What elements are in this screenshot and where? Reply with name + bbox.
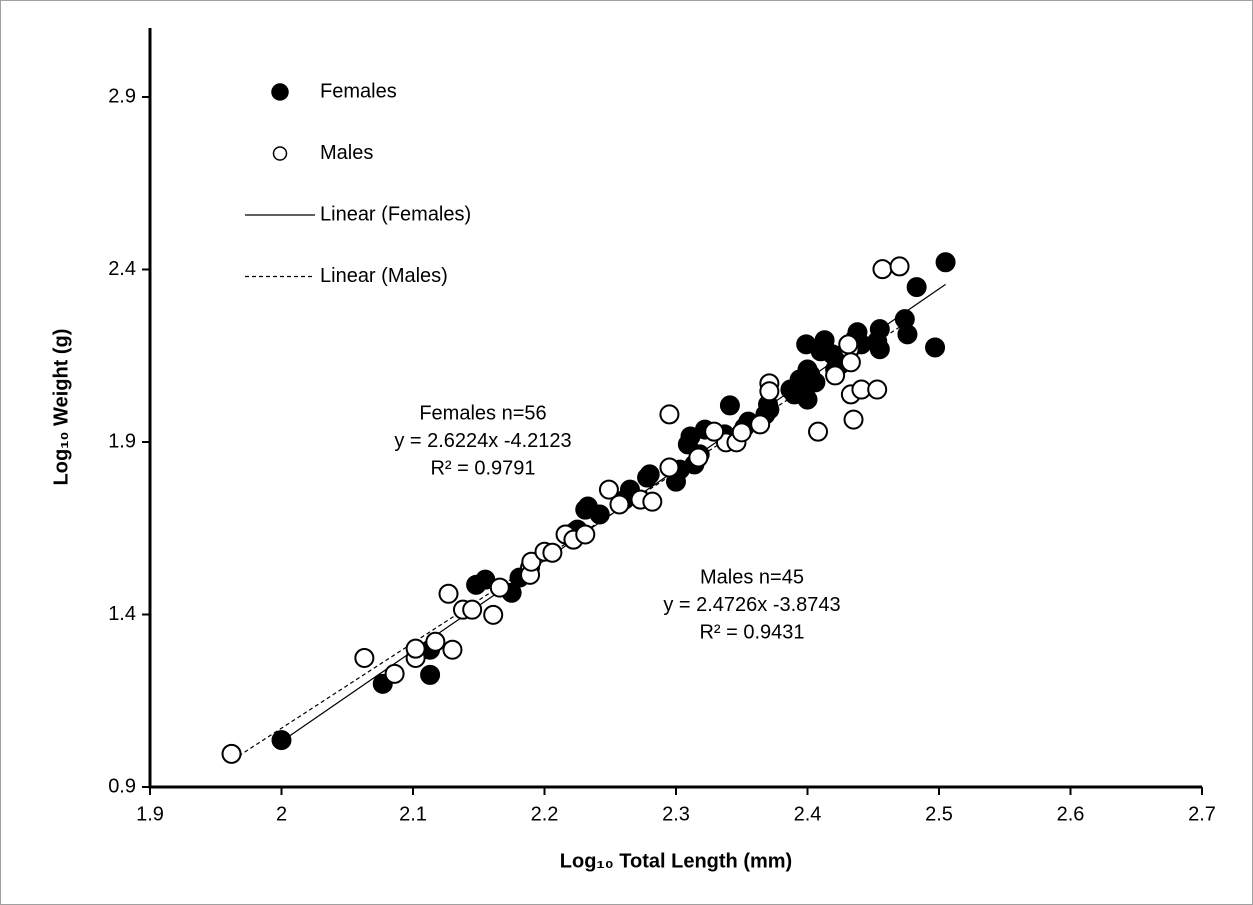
- legend-label: Linear (Females): [320, 203, 471, 225]
- legend-label: Females: [320, 80, 397, 102]
- scatter-point: [688, 447, 709, 468]
- scatter-point: [872, 259, 893, 280]
- scatter-point: [704, 421, 725, 442]
- scatter-point: [935, 252, 956, 273]
- scatter-point: [598, 479, 619, 500]
- annotation: R² = 0.9791: [430, 457, 535, 479]
- annotation: y = 2.4726x -3.8743: [663, 594, 840, 616]
- scatter-point: [659, 457, 680, 478]
- scatter-point: [889, 256, 910, 277]
- scatter-point: [420, 664, 441, 685]
- scatter-point: [869, 319, 890, 340]
- scatter-point: [808, 421, 829, 442]
- scatter-point: [589, 504, 610, 525]
- scatter-point: [840, 352, 861, 373]
- y-tick-label: 2.9: [108, 85, 136, 107]
- annotation: Males n=45: [700, 566, 804, 588]
- scatter-point: [843, 409, 864, 430]
- scatter-point: [521, 551, 542, 572]
- scatter-point: [405, 638, 426, 659]
- y-tick-label: 2.4: [108, 258, 136, 280]
- scatter-point: [719, 395, 740, 416]
- scatter-point: [906, 277, 927, 298]
- scatter-point: [642, 491, 663, 512]
- x-tick-label: 2.4: [794, 803, 822, 825]
- scatter-point: [438, 583, 459, 604]
- y-tick-label: 0.9: [108, 775, 136, 797]
- scatter-point: [542, 542, 563, 563]
- scatter-point: [750, 414, 771, 435]
- legend-label: Linear (Males): [320, 265, 448, 287]
- scatter-point: [825, 365, 846, 386]
- scatter-point: [731, 422, 752, 443]
- scatter-point: [462, 599, 483, 620]
- scatter-point: [483, 604, 504, 625]
- annotation: y = 2.6224x -4.2123: [394, 430, 571, 452]
- legend-swatch: [272, 146, 288, 161]
- scatter-point: [869, 339, 890, 360]
- x-tick-label: 2: [276, 803, 287, 825]
- scatter-point: [810, 341, 831, 362]
- scatter-point: [425, 631, 446, 652]
- scatter-point: [221, 743, 242, 764]
- x-tick-label: 2.6: [1057, 803, 1085, 825]
- scatter-point: [639, 464, 660, 485]
- scatter-point: [925, 337, 946, 358]
- scatter-point: [609, 494, 630, 515]
- x-tick-label: 2.3: [662, 803, 690, 825]
- scatter-point: [867, 379, 888, 400]
- y-axis-label: Log₁₀ Weight (g): [50, 329, 72, 486]
- scatter-point: [271, 730, 292, 751]
- legend-label: Males: [320, 142, 373, 164]
- scatter-point: [897, 324, 918, 345]
- scatter-point: [442, 639, 463, 660]
- scatter-point: [354, 647, 375, 668]
- scatter-point: [797, 389, 818, 410]
- x-axis-label: Log₁₀ Total Length (mm): [560, 850, 792, 872]
- x-tick-label: 2.2: [531, 803, 559, 825]
- scatter-point: [384, 663, 405, 684]
- legend-swatch: [271, 83, 289, 101]
- scatter-point: [659, 404, 680, 425]
- y-tick-label: 1.9: [108, 430, 136, 452]
- scatter-point: [575, 524, 596, 545]
- y-tick-label: 1.4: [108, 603, 136, 625]
- annotation: R² = 0.9431: [699, 621, 804, 643]
- x-tick-label: 2.7: [1188, 803, 1216, 825]
- x-tick-label: 2.1: [399, 803, 427, 825]
- x-tick-label: 1.9: [136, 803, 164, 825]
- annotation: Females n=56: [419, 402, 546, 424]
- scatter-point: [759, 381, 780, 402]
- scatter-point: [838, 334, 859, 355]
- x-tick-label: 2.5: [925, 803, 953, 825]
- scatter-point: [489, 577, 510, 598]
